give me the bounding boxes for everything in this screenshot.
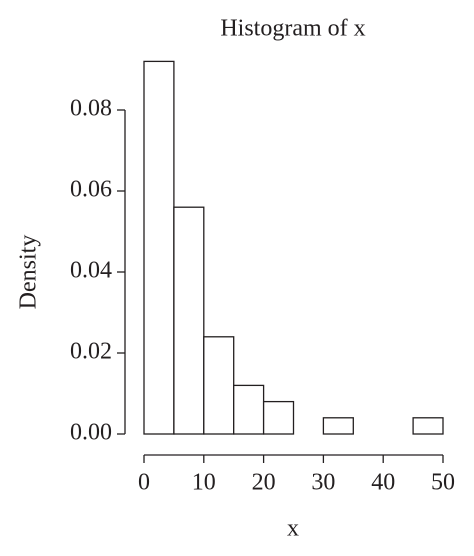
bar bbox=[262, 400, 295, 435]
y-tick-label: 0.02 bbox=[70, 339, 112, 365]
bar bbox=[203, 336, 235, 435]
x-tick-label: 0 bbox=[138, 470, 150, 496]
bar bbox=[322, 417, 354, 435]
y-tick-label: 0.04 bbox=[70, 258, 112, 284]
y-tick-label: 0.00 bbox=[70, 420, 112, 446]
chart-title: Histogram of x bbox=[220, 16, 365, 42]
y-tick-label: 0.08 bbox=[70, 96, 112, 122]
x-tick-label: 10 bbox=[192, 470, 216, 496]
x-tick-label: 40 bbox=[371, 470, 395, 496]
bar bbox=[143, 60, 175, 435]
x-tick-label: 50 bbox=[431, 470, 455, 496]
bar bbox=[173, 206, 205, 435]
bar bbox=[412, 417, 444, 435]
x-tick-label: 20 bbox=[252, 470, 276, 496]
x-tick-label: 30 bbox=[311, 470, 335, 496]
y-axis-label: Density bbox=[16, 235, 42, 310]
bar bbox=[233, 384, 265, 435]
y-tick-label: 0.06 bbox=[70, 177, 112, 203]
x-axis-label: x bbox=[287, 516, 299, 542]
